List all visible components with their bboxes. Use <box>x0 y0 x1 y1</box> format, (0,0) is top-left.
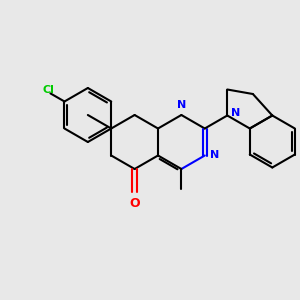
Text: N: N <box>210 151 219 160</box>
Text: N: N <box>177 100 186 110</box>
Text: Cl: Cl <box>43 85 54 95</box>
Text: O: O <box>129 197 140 210</box>
Text: N: N <box>231 107 241 118</box>
